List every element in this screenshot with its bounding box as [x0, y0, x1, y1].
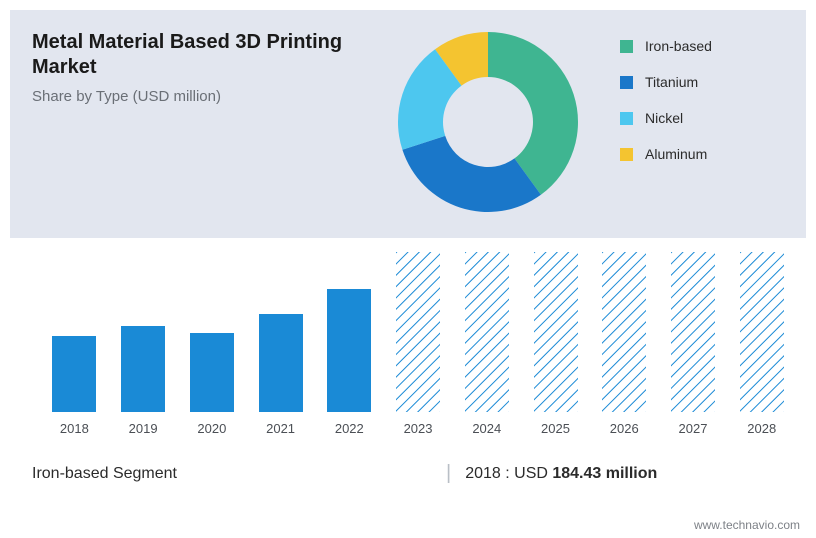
- footer-segment-name: Iron-based Segment: [32, 465, 432, 483]
- bar-x-label: 2018: [40, 421, 109, 436]
- legend-swatch: [620, 76, 633, 89]
- legend-item: Aluminum: [620, 146, 712, 162]
- legend-swatch: [620, 112, 633, 125]
- bar-hatched: [534, 252, 578, 412]
- footer-value-prefix: 2018 : USD: [465, 465, 552, 482]
- bar-hatched: [396, 252, 440, 412]
- footer-value-number: 184.43 million: [552, 465, 657, 482]
- bar-slot: [521, 252, 590, 412]
- footer-line: Iron-based Segment | 2018 : USD 184.43 m…: [10, 462, 806, 485]
- bar-x-label: 2028: [727, 421, 796, 436]
- bar-slot: [109, 252, 178, 412]
- bar-x-label: 2025: [521, 421, 590, 436]
- bar-hatched: [740, 252, 784, 412]
- bar-slot: [727, 252, 796, 412]
- bar-x-label: 2019: [109, 421, 178, 436]
- bar-x-label: 2023: [384, 421, 453, 436]
- bar-solid: [52, 336, 96, 412]
- legend-swatch: [620, 40, 633, 53]
- footer-value: 2018 : USD 184.43 million: [465, 465, 657, 483]
- bar-slot: [315, 252, 384, 412]
- donut-chart: [388, 22, 588, 222]
- legend-item: Titanium: [620, 74, 712, 90]
- bar-x-label: 2027: [659, 421, 728, 436]
- bar-chart: 2018201920202021202220232024202520262027…: [10, 252, 806, 442]
- bar-solid: [190, 333, 234, 412]
- bar-hatched: [671, 252, 715, 412]
- legend-label: Aluminum: [645, 146, 707, 162]
- donut-legend: Iron-based Titanium Nickel Aluminum: [620, 38, 712, 182]
- legend-label: Nickel: [645, 110, 683, 126]
- bar-slot: [659, 252, 728, 412]
- footer-divider: |: [446, 462, 451, 485]
- attribution-text: www.technavio.com: [694, 518, 800, 532]
- bar-x-label: 2022: [315, 421, 384, 436]
- top-panel: Metal Material Based 3D Printing Market …: [10, 10, 806, 238]
- bar-x-label: 2026: [590, 421, 659, 436]
- bar-x-label: 2024: [452, 421, 521, 436]
- page-subtitle: Share by Type (USD million): [32, 88, 370, 105]
- legend-swatch: [620, 148, 633, 161]
- page-title: Metal Material Based 3D Printing Market: [32, 30, 370, 80]
- bar-slot: [452, 252, 521, 412]
- bar-slot: [177, 252, 246, 412]
- bar-hatched: [602, 252, 646, 412]
- legend-item: Iron-based: [620, 38, 712, 54]
- bar-x-label: 2020: [177, 421, 246, 436]
- bar-solid: [121, 326, 165, 412]
- title-block: Metal Material Based 3D Printing Market …: [10, 10, 370, 238]
- bar-slot: [590, 252, 659, 412]
- donut-slice: [402, 136, 540, 212]
- bar-slot: [384, 252, 453, 412]
- bar-slot: [40, 252, 109, 412]
- bar-slot: [246, 252, 315, 412]
- bar-solid: [259, 314, 303, 412]
- bar-solid: [327, 289, 371, 412]
- bar-x-label: 2021: [246, 421, 315, 436]
- bar-hatched: [465, 252, 509, 412]
- legend-item: Nickel: [620, 110, 712, 126]
- legend-label: Titanium: [645, 74, 698, 90]
- legend-label: Iron-based: [645, 38, 712, 54]
